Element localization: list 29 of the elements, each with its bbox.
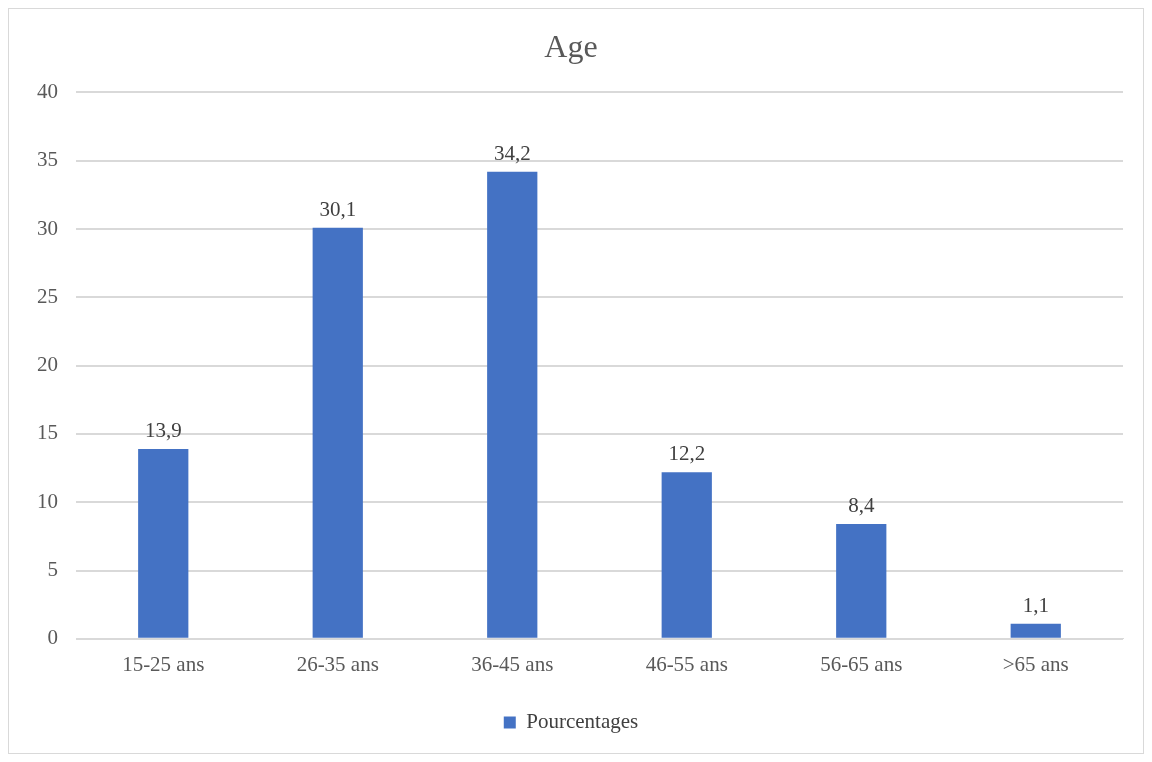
y-tick-label: 5 <box>47 557 58 582</box>
data-label: 12,2 <box>668 441 706 466</box>
data-label: 1,1 <box>1022 592 1049 617</box>
x-tick-label: 46-55 ans <box>645 651 728 676</box>
x-tick-label: 56-65 ans <box>820 651 903 676</box>
bar <box>1010 623 1061 638</box>
bar <box>836 524 887 638</box>
x-tick-label: 36-45 ans <box>471 651 554 676</box>
x-tick-label: 26-35 ans <box>296 651 379 676</box>
x-tick-label: 15-25 ans <box>122 651 205 676</box>
y-tick-label: 30 <box>37 215 58 240</box>
y-tick-label: 15 <box>37 420 58 445</box>
bar <box>312 227 363 638</box>
bar <box>487 171 538 638</box>
y-tick-label: 25 <box>37 283 58 308</box>
y-tick-label: 20 <box>37 352 58 377</box>
bar <box>661 472 712 638</box>
data-label: 13,9 <box>144 417 182 442</box>
y-tick-label: 35 <box>37 147 58 172</box>
legend-label: Pourcentages <box>526 709 639 734</box>
y-tick-label: 10 <box>37 488 58 513</box>
data-label: 30,1 <box>319 196 357 221</box>
y-tick-label: 0 <box>47 625 58 650</box>
data-label: 34,2 <box>493 140 531 165</box>
chart-title: Age <box>544 27 598 64</box>
bar <box>138 448 189 638</box>
data-label: 8,4 <box>848 493 875 518</box>
x-tick-label: >65 ans <box>1002 651 1069 676</box>
y-tick-label: 40 <box>37 78 58 103</box>
